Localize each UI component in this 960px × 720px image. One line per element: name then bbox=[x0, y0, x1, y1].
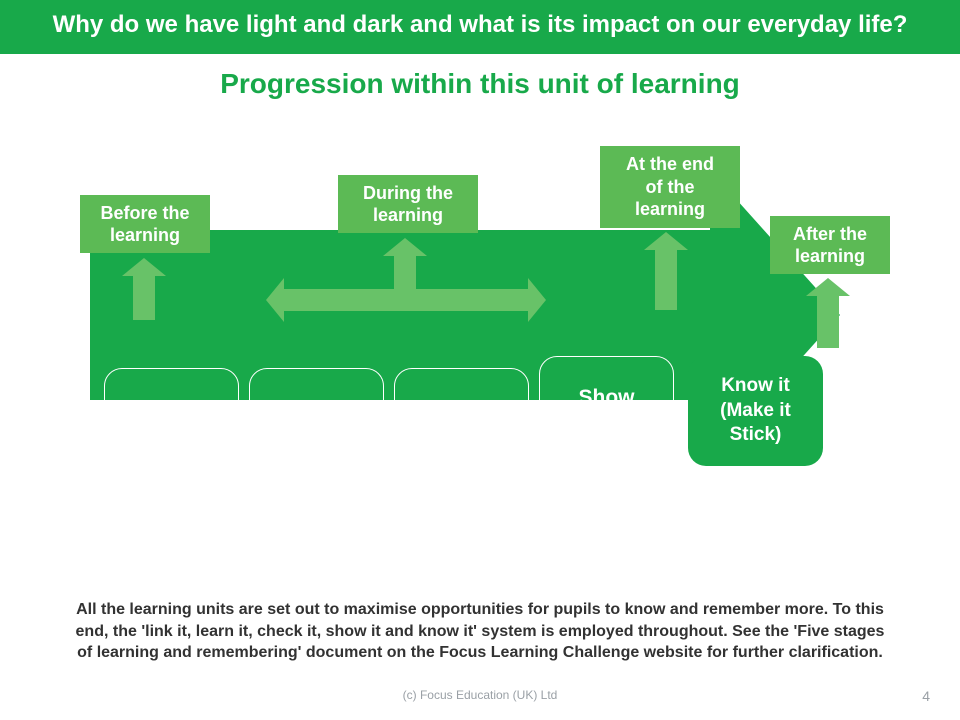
title-band: Why do we have light and dark and what i… bbox=[0, 0, 960, 54]
phase-label-4: After the learning bbox=[770, 216, 890, 274]
page-title: Why do we have light and dark and what i… bbox=[53, 11, 908, 38]
stage-4: Show It bbox=[539, 356, 674, 466]
stage-3: Check It bbox=[394, 368, 529, 478]
footer-paragraph: All the learning units are set out to ma… bbox=[70, 599, 890, 664]
stage-2: Learn It bbox=[249, 368, 384, 478]
page-number: 4 bbox=[922, 688, 930, 704]
subtitle: Progression within this unit of learning bbox=[0, 68, 960, 100]
stage-1: Link it bbox=[104, 368, 239, 478]
phase-label-3: At the end of the learning bbox=[600, 146, 740, 228]
phase-label-1: Before the learning bbox=[80, 195, 210, 253]
copyright: (c) Focus Education (UK) Ltd bbox=[0, 688, 960, 702]
stage-5: Know it (Make it Stick) bbox=[688, 356, 823, 466]
phase-label-2: During the learning bbox=[338, 175, 478, 233]
